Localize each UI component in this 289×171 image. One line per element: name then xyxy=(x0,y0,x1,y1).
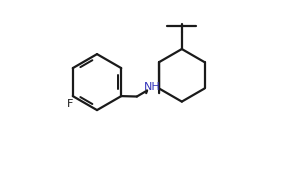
Text: F: F xyxy=(67,99,73,109)
Text: NH: NH xyxy=(144,82,161,92)
